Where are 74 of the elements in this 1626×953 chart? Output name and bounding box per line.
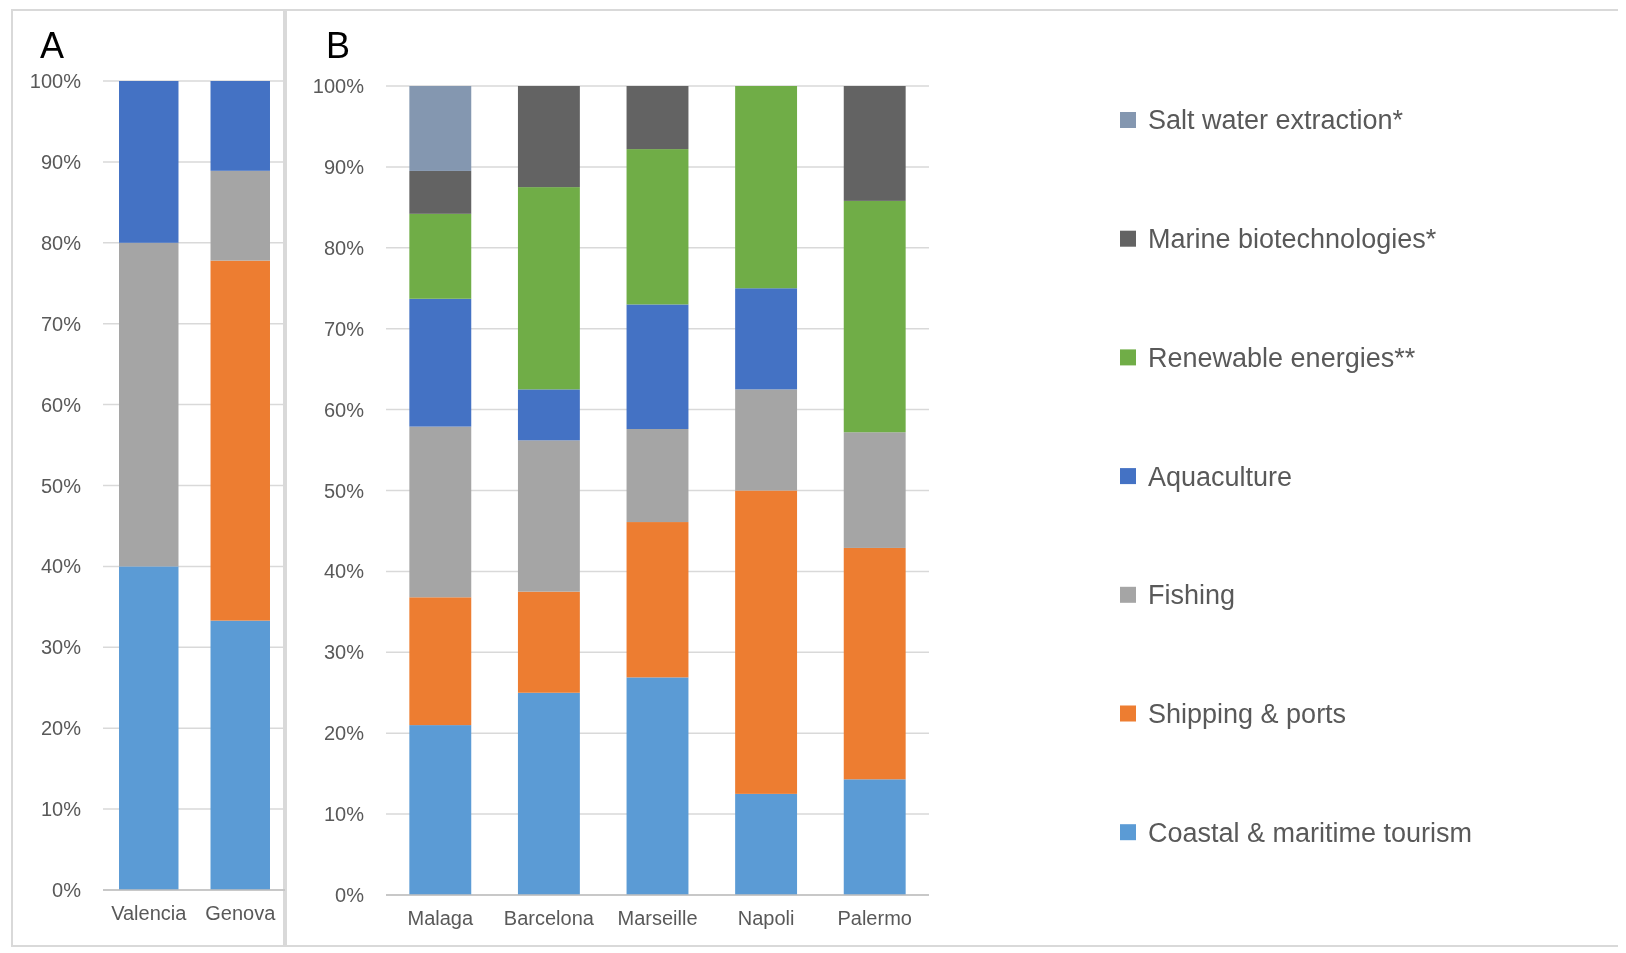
bar	[517, 440, 580, 592]
bar	[735, 86, 798, 289]
y-tick-label: 30%	[40, 636, 82, 659]
x-tick-label: Napoli	[737, 907, 795, 929]
chart-title: B	[326, 25, 351, 66]
y-tick-label: 40%	[323, 560, 365, 583]
bar	[735, 490, 798, 794]
bar	[119, 566, 179, 890]
legend-label: Shipping & ports	[1148, 698, 1347, 729]
legend-label: Marine biotechnologies*	[1148, 224, 1437, 255]
y-tick-label: 60%	[323, 398, 365, 421]
y-tick-label: 30%	[323, 641, 365, 664]
bar	[210, 620, 270, 890]
bar	[735, 389, 798, 491]
legend-label: Salt water extraction*	[1148, 105, 1404, 136]
bar	[119, 81, 179, 243]
bar	[409, 298, 472, 427]
bar	[626, 149, 689, 305]
chart-title: A	[40, 25, 65, 66]
x-tick-label: Malaga	[407, 907, 474, 929]
legend-label: Aquaculture	[1148, 461, 1293, 492]
x-tick-label: Barcelona	[503, 907, 595, 929]
bar	[210, 260, 270, 621]
bar	[843, 547, 906, 780]
bar	[843, 779, 906, 895]
bar	[409, 170, 472, 214]
bar	[843, 86, 906, 201]
y-tick-label: 70%	[40, 312, 82, 335]
y-tick-label: 100%	[29, 70, 82, 92]
bar	[210, 170, 270, 261]
bar	[517, 692, 580, 895]
y-tick-label: 100%	[312, 75, 365, 97]
x-tick-label: Valencia	[111, 902, 188, 924]
y-tick-label: 10%	[40, 798, 82, 821]
y-tick-label: 40%	[40, 555, 82, 578]
bar	[626, 304, 689, 430]
y-tick-label: 0%	[335, 884, 365, 906]
bar	[409, 213, 472, 299]
y-tick-label: 70%	[323, 317, 365, 340]
bar	[119, 242, 179, 567]
x-tick-label: Marseille	[617, 907, 698, 929]
legend-label: Coastal & maritime tourism	[1148, 817, 1473, 848]
bar	[409, 597, 472, 726]
y-tick-label: 90%	[323, 155, 365, 178]
bar	[517, 86, 580, 188]
bar	[843, 432, 906, 548]
y-tick-label: 0%	[52, 879, 82, 901]
y-tick-label: 50%	[40, 474, 82, 497]
bar	[517, 591, 580, 693]
bar	[626, 86, 689, 150]
bar	[409, 426, 472, 598]
x-tick-label: Genova	[205, 902, 277, 924]
bar	[626, 522, 689, 678]
bar	[843, 200, 906, 433]
y-tick-label: 80%	[40, 231, 82, 254]
y-tick-label: 50%	[323, 479, 365, 502]
y-tick-label: 10%	[323, 803, 365, 826]
y-tick-label: 60%	[40, 393, 82, 416]
legend-label: Fishing	[1148, 580, 1236, 611]
y-tick-label: 90%	[40, 150, 82, 173]
bar	[626, 429, 689, 523]
bar	[735, 288, 798, 390]
legend-label: Renewable energies**	[1148, 342, 1416, 373]
x-tick-label: Palermo	[837, 907, 912, 929]
bar	[626, 677, 689, 895]
bar	[409, 725, 472, 895]
y-tick-label: 20%	[40, 717, 82, 740]
y-tick-label: 20%	[323, 722, 365, 745]
bar	[409, 86, 472, 171]
bar	[735, 793, 798, 895]
bar	[517, 187, 580, 390]
bar	[517, 389, 580, 441]
y-tick-label: 80%	[323, 236, 365, 259]
bar	[210, 81, 270, 171]
